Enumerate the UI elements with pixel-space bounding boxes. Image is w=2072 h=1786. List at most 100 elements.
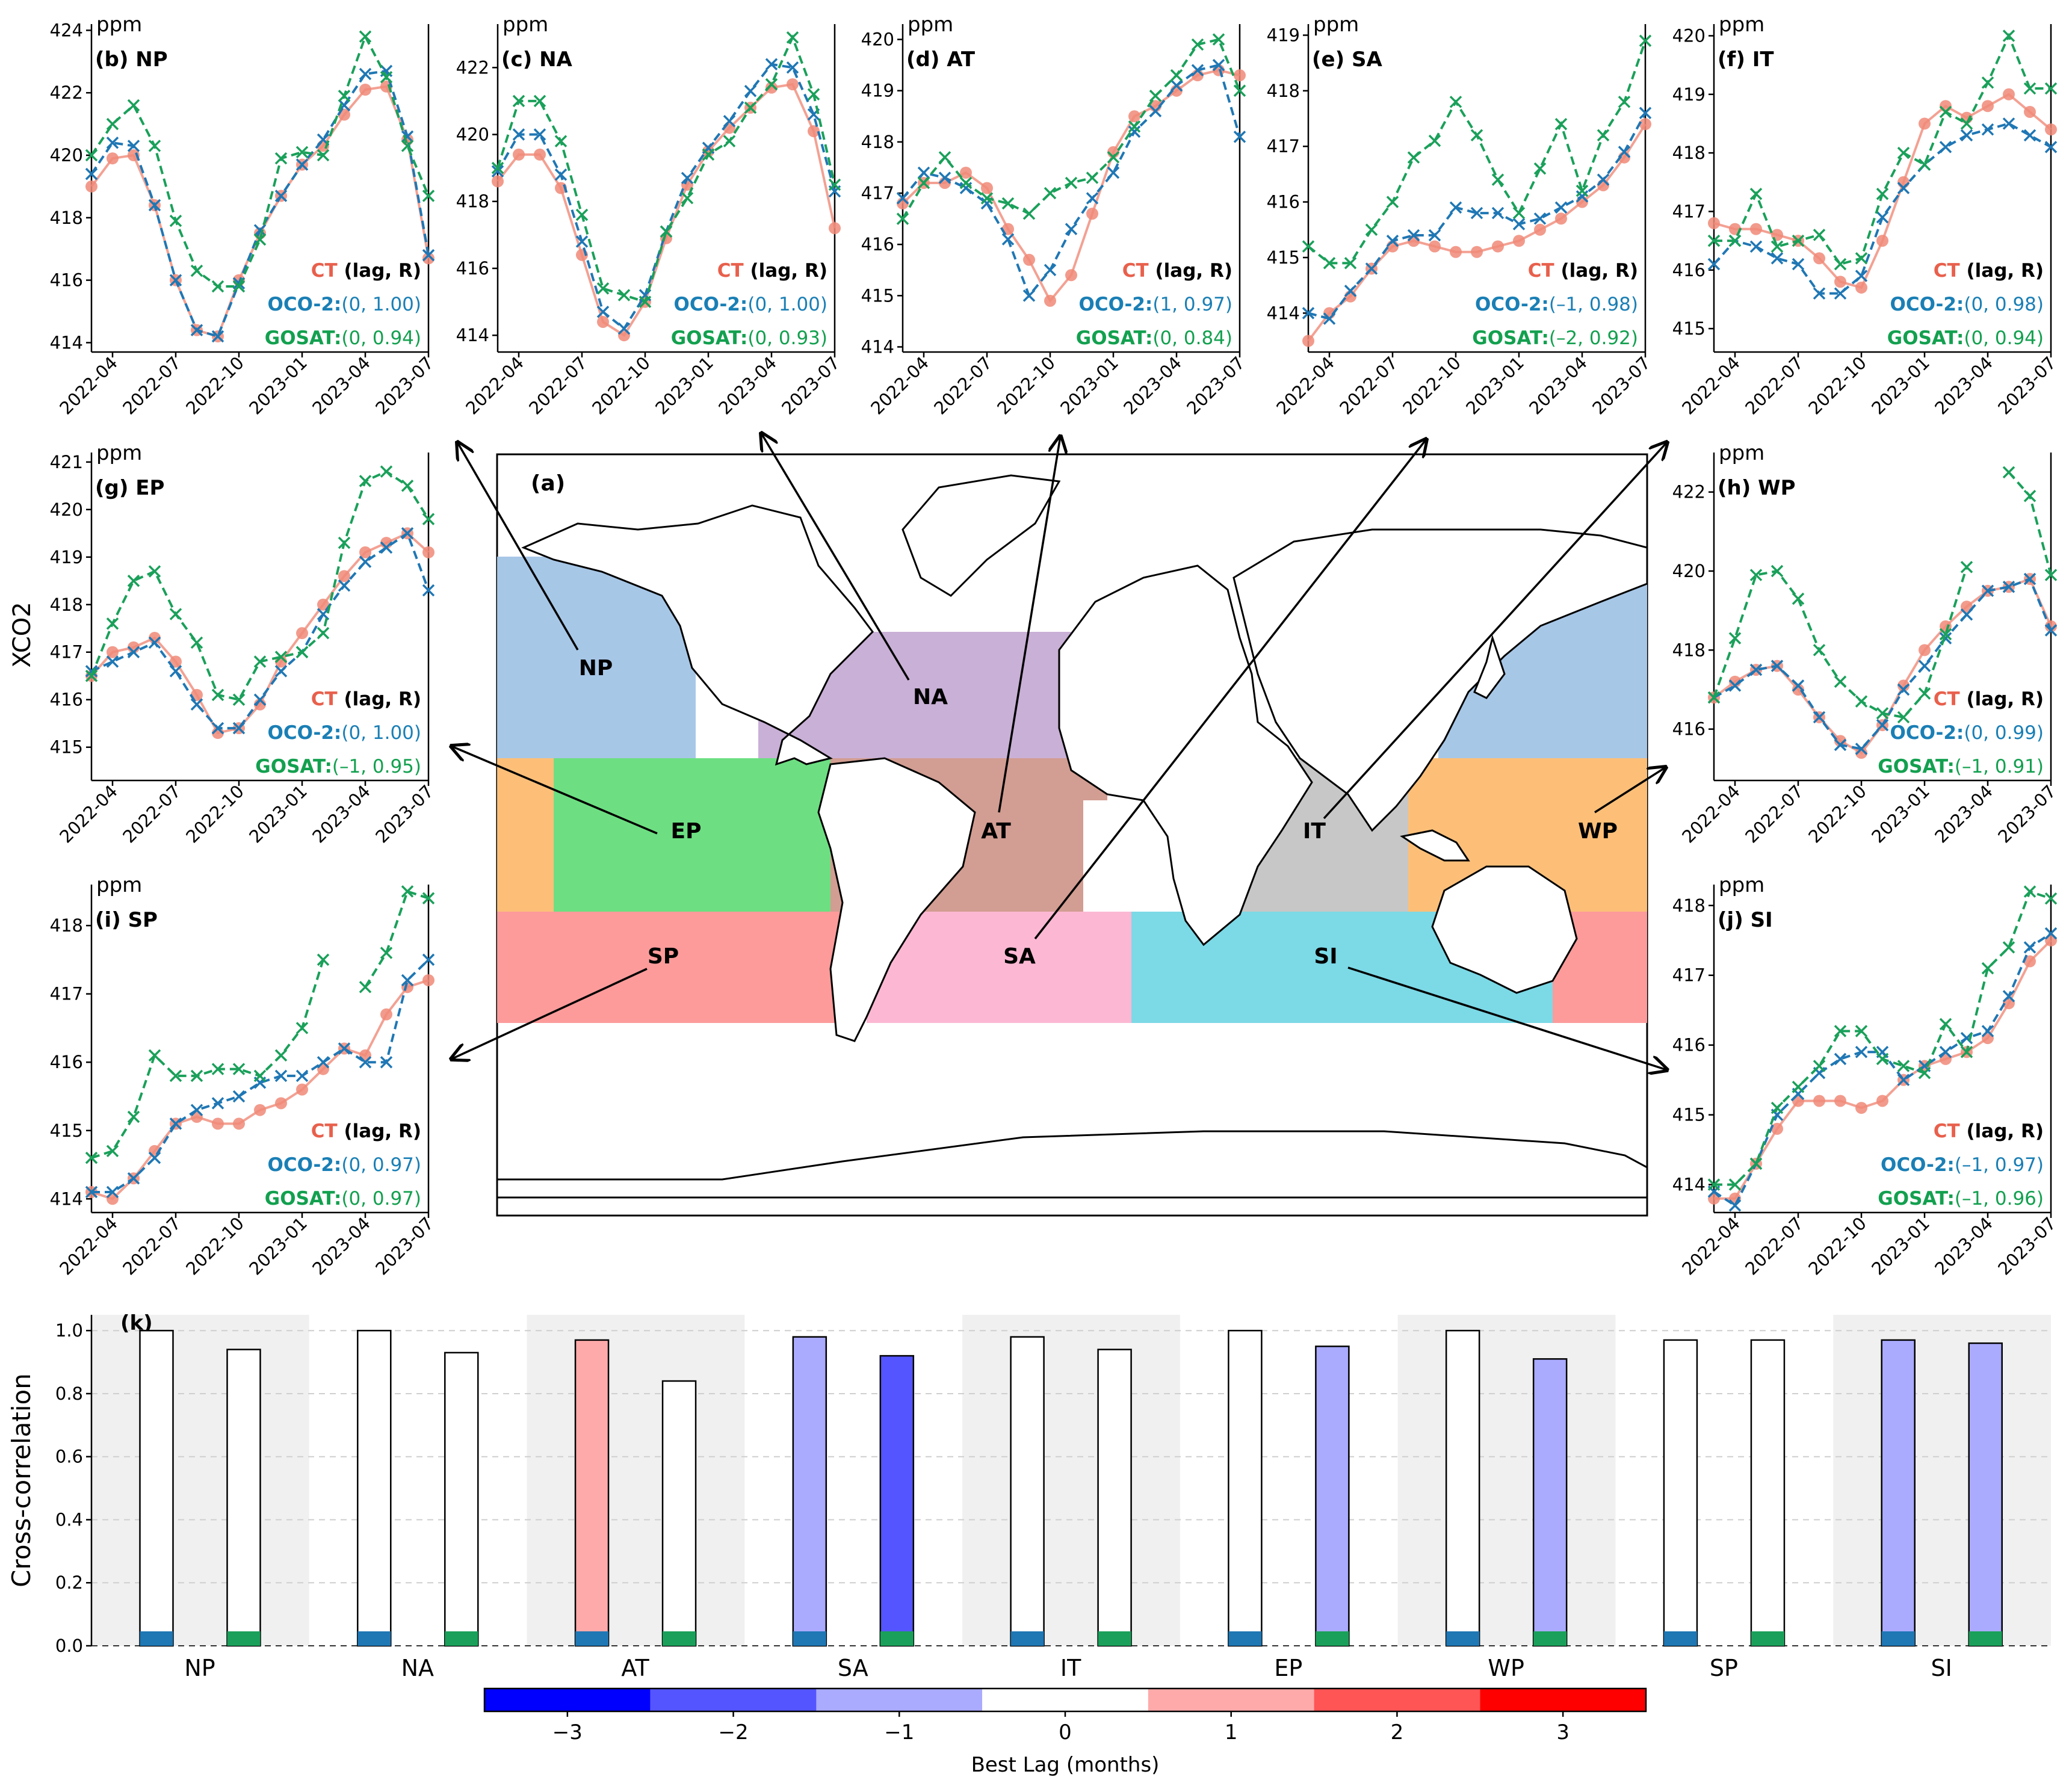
x-tick-label: 2022-04	[55, 353, 122, 419]
y-tick-label: 0.4	[55, 1509, 83, 1530]
y-tick-label: 420	[50, 499, 83, 520]
data-point	[681, 191, 694, 205]
map-panel-label: (a)	[531, 471, 565, 496]
legend-oco2: OCO-2:(1, 0.97)	[1078, 294, 1232, 315]
data-point	[1044, 187, 1057, 200]
colorbar-cell	[484, 1689, 651, 1711]
y-tick-label: 416	[50, 1052, 83, 1072]
data-point	[232, 693, 246, 706]
bar-base-marker	[1751, 1631, 1784, 1646]
data-point	[338, 90, 351, 102]
x-tick-label: 2022-04	[55, 1213, 122, 1279]
data-point	[787, 78, 799, 91]
series-line	[2008, 471, 2052, 576]
series-gosat	[85, 885, 435, 1164]
data-point	[1855, 747, 1867, 759]
panel-title: (j) SI	[1718, 908, 1773, 932]
colorbar-label: Best Lag (months)	[971, 1753, 1160, 1777]
legend-gosat: GOSAT:(0, 0.93)	[671, 327, 827, 349]
data-point	[211, 330, 224, 343]
x-tick-label: 2023-07	[778, 353, 844, 419]
panel-it: 4154164174184194202022-042022-072022-102…	[1672, 13, 2060, 419]
x-tick-label: 2023-01	[1867, 1213, 1934, 1279]
y-tick-label: 417	[1672, 201, 1706, 221]
data-point	[1770, 240, 1784, 253]
data-point	[618, 329, 630, 342]
bar-gosat-sa	[879, 1355, 915, 1647]
data-point	[127, 646, 140, 658]
y-tick-label: 0.8	[55, 1383, 83, 1404]
arrow-wp	[1594, 767, 1666, 814]
x-tick-label: 2023-04	[1931, 781, 1997, 847]
data-point	[296, 1083, 308, 1096]
y-tick-label: 416	[1672, 719, 1706, 740]
legend-gosat: GOSAT:(0, 0.94)	[265, 327, 421, 349]
panel-ep: 415 416 417 418 419 420 421 2022-042022-072022-…	[50, 441, 438, 847]
x-tick-label: 2022-04	[1678, 353, 1744, 419]
data-point	[1960, 561, 1973, 573]
data-point	[2044, 82, 2058, 95]
data-point	[596, 282, 610, 295]
data-point	[1107, 166, 1120, 179]
panel-si: 4144154164174182022-042022-072022-102023…	[1672, 873, 2060, 1279]
bar-base-marker	[1446, 1631, 1480, 1646]
data-point	[2023, 489, 2036, 502]
bar-gosat-np	[226, 1349, 261, 1647]
data-point	[317, 953, 330, 966]
data-point	[295, 158, 309, 171]
y-tick-label: 419	[1672, 84, 1706, 105]
data-point	[808, 125, 820, 137]
data-point	[1365, 262, 1378, 275]
bar-oco2-np	[139, 1329, 174, 1647]
data-point	[1834, 1095, 1846, 1107]
data-point	[401, 527, 414, 540]
data-point	[1065, 223, 1078, 235]
data-point	[85, 1185, 98, 1199]
data-point	[1749, 240, 1763, 253]
region-arrows	[451, 433, 1667, 1070]
data-point	[127, 99, 140, 112]
data-point	[254, 1104, 266, 1116]
panel-title: (c) NA	[501, 48, 573, 72]
data-point	[1919, 117, 1931, 130]
data-point	[1834, 258, 1847, 271]
data-point	[1323, 312, 1336, 325]
legend-ct: CT (lag, R)	[1934, 260, 2044, 282]
panel-na: 4144164184204222022-042022-072022-102023…	[456, 13, 844, 419]
data-point	[2002, 990, 2015, 1003]
data-point	[1960, 1046, 1973, 1058]
y-tick-label: 422	[1672, 482, 1706, 502]
y-tick-label: 415	[50, 1120, 83, 1141]
data-point	[1960, 608, 1973, 621]
unit-label: ppm	[96, 873, 142, 897]
data-point	[2002, 941, 2015, 954]
bar-base-marker	[1098, 1631, 1131, 1646]
y-tick-label: 416	[456, 258, 489, 279]
x-tick-label: 2022-10	[1804, 353, 1870, 419]
data-point	[639, 295, 652, 308]
data-point	[1770, 660, 1784, 672]
bar-base-marker	[880, 1631, 914, 1646]
data-point	[1554, 201, 1568, 214]
data-point	[2044, 927, 2058, 940]
data-point	[422, 892, 435, 904]
legend-gosat: GOSAT:(–1, 0.95)	[255, 756, 421, 777]
data-point	[253, 224, 267, 236]
data-point	[1919, 644, 1931, 657]
bar-oco2-at	[574, 1339, 610, 1647]
data-point	[190, 1104, 203, 1116]
data-point	[1128, 125, 1141, 138]
y-tick-label: 416	[1672, 260, 1706, 280]
data-point	[512, 94, 525, 108]
y-tick-label: 1.0	[55, 1320, 83, 1341]
data-point	[1086, 192, 1099, 205]
region-ep-area	[554, 758, 830, 912]
data-point	[1728, 234, 1742, 247]
y-tick-label: 418	[1672, 143, 1706, 163]
data-point	[127, 1110, 140, 1123]
data-point	[148, 140, 161, 152]
data-point	[317, 149, 330, 162]
panel-np: 4144164184204224242022-042022-072022-102…	[50, 13, 438, 419]
data-point	[1940, 100, 1952, 113]
bar-oco2-na	[357, 1329, 392, 1647]
